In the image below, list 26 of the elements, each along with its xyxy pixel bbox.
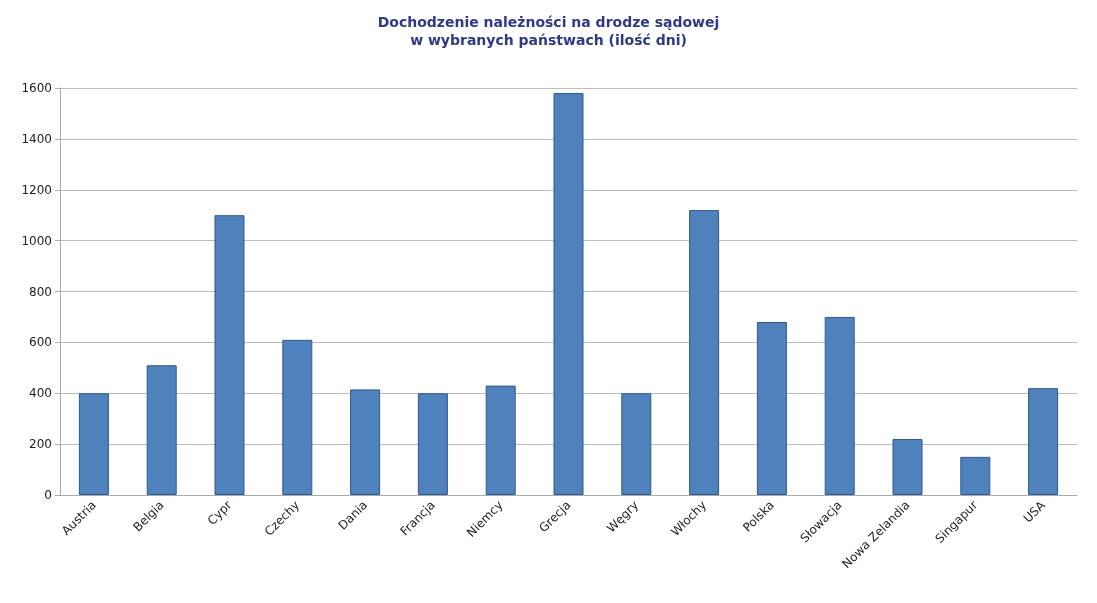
- bar: [553, 93, 584, 495]
- y-tick-label: 600: [29, 335, 52, 350]
- bar: [824, 316, 855, 495]
- x-tick-label: USA: [1020, 497, 1049, 526]
- bar: [621, 393, 652, 495]
- y-tick-label: 1000: [21, 233, 52, 248]
- y-tick-label: 400: [29, 386, 52, 401]
- bar: [756, 322, 787, 495]
- y-tick-label: 1600: [21, 81, 52, 95]
- bar: [350, 389, 381, 495]
- bar: [214, 215, 245, 495]
- bar: [689, 210, 720, 495]
- bar: [485, 385, 516, 495]
- y-tick-label: 1400: [21, 131, 52, 146]
- bar: [1028, 388, 1059, 495]
- bar: [892, 439, 923, 495]
- y-tick-label: 1200: [21, 182, 52, 197]
- bar: [417, 393, 448, 495]
- bar: [282, 339, 313, 495]
- bar: [146, 365, 177, 495]
- chart-title: Dochodzenie należności na drodze sądowej w wybranych państwach (ilość dni): [377, 14, 720, 48]
- bar: [78, 393, 109, 495]
- bar: [960, 456, 991, 495]
- y-tick-label: 0: [44, 488, 52, 502]
- y-tick-label: 200: [29, 437, 52, 452]
- y-tick-label: 800: [29, 284, 52, 299]
